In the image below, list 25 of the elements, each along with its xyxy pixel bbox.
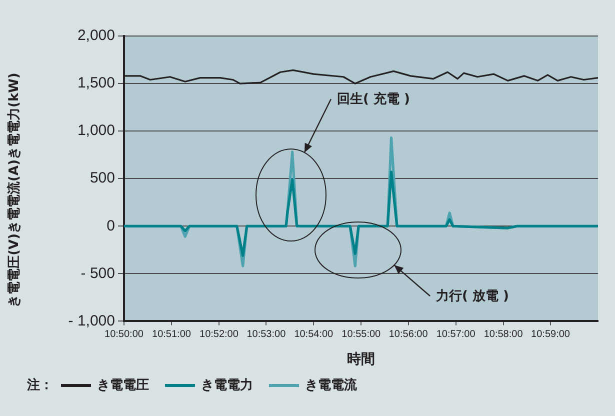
legend-title: 注： [27, 376, 53, 394]
legend-label: き電電力 [201, 377, 253, 394]
annotation: 力行( 放電 ) [436, 288, 509, 305]
y-tick-label: 2,000 [77, 27, 115, 44]
x-tick-label: 10:53:00 [246, 328, 286, 340]
x-tick-label: 10:51:00 [152, 328, 192, 340]
y-tick-label: 1,000 [77, 122, 115, 140]
y-tick-label: 1,500 [77, 74, 115, 92]
x-tick-label: 10:57:00 [436, 328, 476, 340]
x-axis-title: 時間 [347, 350, 375, 366]
y-axis-title: き電電圧(V)き電電流(A)き電電力(kW) [6, 72, 23, 308]
x-tick-label: 10:52:00 [200, 328, 239, 340]
x-tick-label: 10:56:00 [388, 328, 428, 340]
x-tick-label: 10:59:00 [531, 328, 570, 340]
y-tick-label: - 1,000 [68, 312, 115, 330]
legend-label: き電電圧 [97, 377, 149, 394]
legend-label: き電電流 [305, 376, 357, 394]
annotation: 回生( 充電 ) [337, 90, 410, 108]
x-tick-label: 10:50:00 [104, 328, 144, 340]
y-tick-label: 0 [106, 217, 115, 234]
x-tick-label: 10:55:00 [342, 328, 382, 340]
y-tick-label: 500 [90, 170, 115, 187]
x-tick-label: 10:58:00 [484, 328, 524, 340]
y-tick-label: - 500 [80, 264, 115, 282]
x-tick-label: 10:54:00 [294, 328, 334, 340]
